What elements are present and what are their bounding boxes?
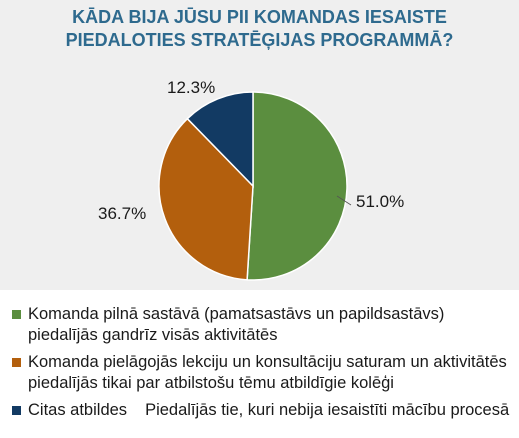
legend-label-adapted-team: Komanda pielāgojās lekciju un konsultāci… (28, 353, 507, 392)
pie-slice-full-team (246, 91, 348, 281)
pie-slice-other (186, 91, 254, 188)
legend-swatch-adapted-team (12, 358, 21, 367)
legend-item-full-team: Komanda pilnā sastāvā (pamatsastāvs un p… (12, 304, 515, 346)
pie-chart: 51.0% 36.7% 12.3% (98, 78, 404, 281)
pie-slice-adapted-team (158, 117, 254, 281)
legend-swatch-other (12, 406, 21, 415)
chart-legend: Komanda pilnā sastāvā (pamatsastāvs un p… (12, 304, 515, 427)
legend-label-other: Citas atbildes (28, 401, 128, 419)
data-label-full-team: 51.0% (356, 192, 404, 211)
data-label-other: 12.3% (167, 78, 215, 97)
legend-item-other: Citas atbildes Piedalījās tie, kuri nebij… (12, 400, 515, 421)
legend-label-full-team: Komanda pilnā sastāvā (pamatsastāvs un p… (28, 305, 445, 344)
data-label-adapted-team: 36.7% (98, 204, 146, 223)
chart-title: KĀDA BIJA JŪSU PII KOMANDAS IESAISTE PIE… (0, 6, 519, 52)
legend-swatch-full-team (12, 310, 21, 319)
chart-title-line-1: KĀDA BIJA JŪSU PII KOMANDAS IESAISTE (72, 7, 447, 27)
legend-item-adapted-team: Komanda pielāgojās lekciju un konsultāci… (12, 352, 515, 394)
leader-line-full-team (336, 195, 352, 206)
chart-title-line-2: PIEDALOTIES STRATĒĢIJAS PROGRAMMĀ? (65, 30, 454, 50)
legend-note: Piedalījās tie, kuri nebija iesaistīti m… (145, 401, 510, 419)
